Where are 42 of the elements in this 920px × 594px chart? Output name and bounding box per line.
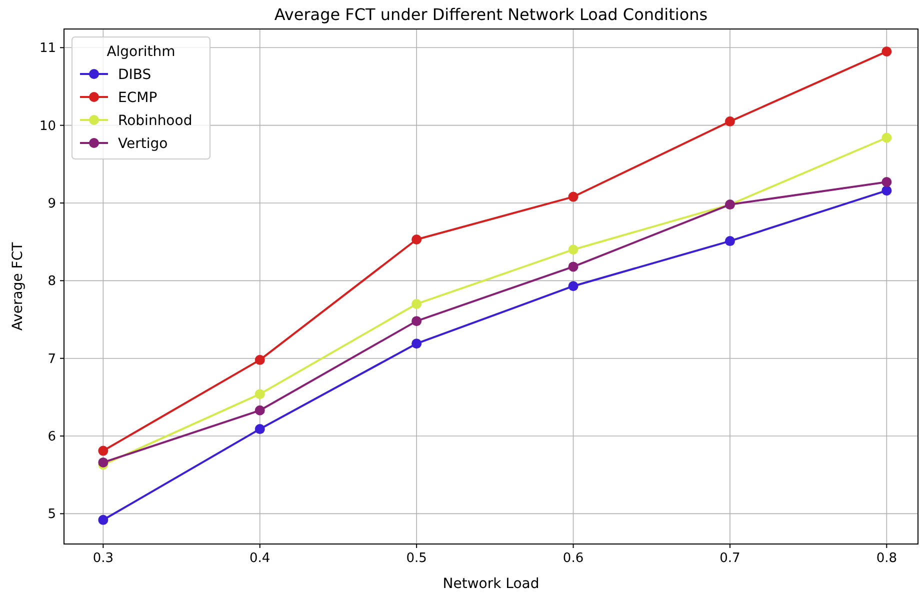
legend-title: Algorithm xyxy=(106,44,176,60)
y-tick-label: 6 xyxy=(48,430,56,445)
point xyxy=(254,354,265,365)
y-tick-label: 11 xyxy=(39,41,56,56)
y-tick-label: 10 xyxy=(39,118,56,134)
point xyxy=(412,234,422,245)
x-tick-label: 0.7 xyxy=(720,551,740,566)
point xyxy=(254,405,265,416)
point xyxy=(412,298,422,309)
point xyxy=(568,262,578,272)
point xyxy=(882,46,892,57)
point xyxy=(882,186,892,196)
point xyxy=(568,244,578,255)
chart-title: Average FCT under Different Network Load Conditions xyxy=(274,5,708,24)
point xyxy=(254,424,265,434)
point xyxy=(412,338,422,349)
point xyxy=(724,116,735,126)
x-tick-label: 0.6 xyxy=(562,551,584,566)
x-tick-label: 0.8 xyxy=(876,551,898,566)
y-tick-label: 7 xyxy=(48,352,56,367)
point xyxy=(98,446,108,456)
point xyxy=(98,457,108,468)
legend-label: ECMP xyxy=(118,90,158,106)
legend-label: Vertigo xyxy=(118,136,168,152)
point xyxy=(882,177,892,188)
point xyxy=(254,389,265,400)
point xyxy=(724,236,735,246)
point xyxy=(412,316,422,326)
x-tick-label: 0.4 xyxy=(250,551,270,566)
y-axis-title: Average FCT xyxy=(10,242,26,331)
point xyxy=(98,514,108,525)
x-tick-label: 0.3 xyxy=(92,551,114,566)
y-tick-label: 9 xyxy=(48,196,56,212)
x-axis-title: Network Load xyxy=(442,576,540,592)
y-tick-label: 5 xyxy=(48,507,56,522)
point xyxy=(882,132,892,143)
x-tick-label: 0.5 xyxy=(406,551,427,566)
legend-label: Robinhood xyxy=(118,113,192,129)
legend-label: DIBS xyxy=(118,67,152,83)
y-tick-label: 8 xyxy=(48,274,56,290)
point xyxy=(568,192,578,202)
point xyxy=(568,281,578,292)
